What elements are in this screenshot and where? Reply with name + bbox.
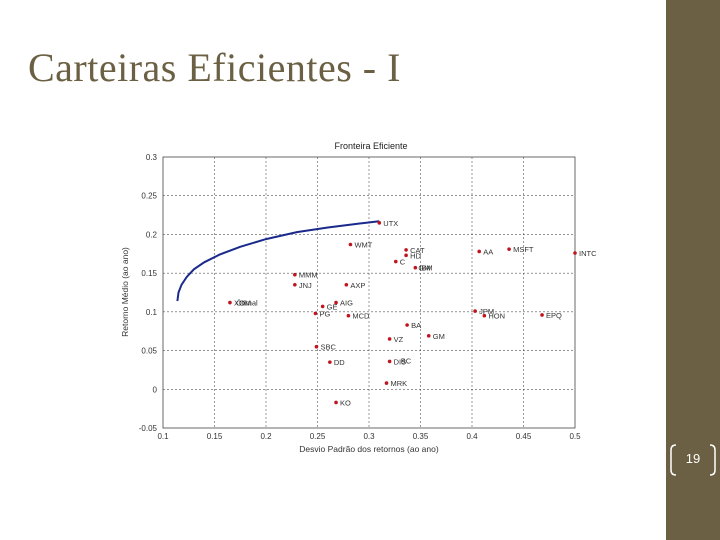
y-tick-label: 0.1 [146,308,158,317]
asset-point [348,242,353,247]
accent-sidebar [666,0,720,540]
asset-point [540,313,544,317]
asset-label: JPM [479,307,494,316]
asset-label: KO [340,398,351,407]
asset-point [405,323,409,327]
y-tick-label: 0.3 [146,153,158,162]
asset-label: GE [327,302,338,311]
asset-point [314,344,319,349]
asset-point [293,282,297,287]
asset-point [228,300,232,305]
asset-point [313,311,318,316]
page-number: 19 [685,451,701,466]
x-tick-label: 0.4 [466,432,478,441]
asset-label: PG [319,309,330,318]
x-tick-label: 0.25 [310,432,326,441]
x-tick-label: 0.1 [157,432,169,441]
asset-point [404,248,408,252]
asset-label: MMM [299,271,318,280]
asset-point [334,400,338,405]
frontier-line [176,220,380,302]
x-tick-label: 0.45 [516,432,532,441]
y-axis-label: Retorno Médio (ao ano) [120,247,130,337]
asset-point [507,247,511,251]
x-tick-label: 0.5 [569,432,581,441]
asset-point [293,272,297,277]
asset-label: MCD [352,312,370,321]
asset-point [334,300,338,305]
asset-label: HON [488,312,505,321]
asset-label: WMT [354,240,372,249]
chart-annotation: Ótimal [236,299,258,308]
x-tick-label: 0.3 [363,432,375,441]
asset-point [473,309,477,313]
chart-canvas: Fronteira Eficiente 0.1 0.15 0.2 0.25 0.3 0.3… [120,141,597,454]
asset-point [320,304,325,309]
asset-label: INTC [579,249,597,258]
asset-label: JNJ [299,281,312,290]
y-tick-label: -0.05 [139,424,158,433]
x-axis-label: Desvio Padrão dos retornos (ao ano) [299,444,439,454]
asset-label: AA [483,247,493,256]
y-tick-label: 0.05 [141,347,157,356]
x-tick-label: 0.15 [207,432,223,441]
asset-point [477,249,482,254]
grid-lines [163,157,575,428]
asset-label: MSFT [513,245,534,254]
asset-point [346,313,351,318]
asset-label: AIG [340,299,353,308]
slide-title: Carteiras Eficientes - I [28,45,401,90]
efficient-frontier-chart: Fronteira Eficiente 0.1 0.15 0.2 0.25 0.3 0.3… [116,131,626,465]
chart-annotation: BC [401,357,412,366]
x-tick-label: 0.35 [413,432,429,441]
y-tick-label: 0.15 [141,269,157,278]
asset-label: HD [410,251,421,260]
asset-label: GM [433,332,445,341]
asset-label: MRK [391,379,408,388]
asset-label: BA [411,321,421,330]
chart-annotation: GM [418,264,430,273]
y-tick-label: 0.2 [146,230,158,239]
asset-point [377,221,382,225]
asset-point [413,265,418,270]
y-tick-label: 0.25 [141,192,157,201]
asset-point [404,253,408,258]
asset-label: SBC [320,343,336,352]
asset-point [328,360,332,364]
asset-point [387,337,392,341]
asset-label: VZ [394,335,404,344]
asset-label: DIS [394,357,407,366]
asset-point [482,313,487,318]
asset-point [387,359,392,364]
asset-label: DD [334,358,345,367]
asset-label: CAT [410,246,425,255]
asset-label: C [400,258,406,267]
asset-label: IBM [419,264,432,273]
x-tick-label: 0.2 [260,432,272,441]
asset-point [573,251,577,255]
bracket-frame [670,444,716,476]
asset-point [393,259,398,264]
asset-point [384,381,389,385]
asset-label: XOM [234,299,251,308]
asset-label: AXP [350,281,365,290]
axis-ticks: 0.1 0.15 0.2 0.25 0.3 0.35 0.4 0.45 0.5 -0.05 0 0.0… [139,153,581,441]
y-tick-label: 0 [153,385,158,394]
chart-title: Fronteira Eficiente [334,141,407,151]
asset-point [344,282,349,287]
page-number-badge: 19 [666,442,720,478]
asset-label: EPQ [546,311,562,320]
asset-point [426,334,431,338]
asset-label: UTX [383,219,398,228]
